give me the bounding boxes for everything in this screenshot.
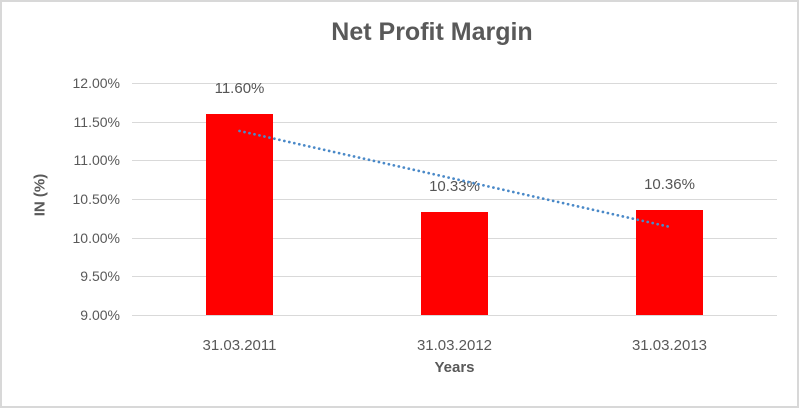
bar-data-label: 10.36%	[644, 175, 695, 193]
bar-data-label: 10.33%	[429, 178, 480, 196]
y-axis-tick-label: 11.50%	[73, 113, 120, 130]
chart-title: Net Profit Margin	[331, 18, 533, 46]
y-axis-tick-label: 9.00%	[80, 307, 120, 323]
y-axis-tick-label: 9.50%	[80, 268, 120, 285]
y-axis-tick-label: 11.00%	[73, 152, 120, 169]
bar	[636, 209, 703, 315]
gridline	[132, 83, 777, 84]
y-axis-tick-label: 10.00%	[72, 229, 120, 246]
y-axis-tick-label: 12.00%	[72, 75, 120, 91]
bar	[421, 212, 488, 315]
gridline	[132, 315, 777, 316]
gridline	[132, 121, 777, 123]
y-axis-tick-label: 10.50%	[72, 191, 120, 207]
x-axis-tick-label: 31.03.2012	[416, 337, 493, 354]
plot-area: 12.00% 11.50% 11.00% 10.50% 10.00% 9.50% 9.00%…	[73, 76, 777, 354]
bar-data-label: 11.60%	[214, 79, 265, 97]
bar	[206, 113, 273, 315]
x-axis-tick-label: 31.03.2013	[631, 337, 708, 354]
x-axis-title: Years	[434, 359, 475, 376]
x-axis-tick-label: 31.03.2011	[202, 337, 277, 354]
